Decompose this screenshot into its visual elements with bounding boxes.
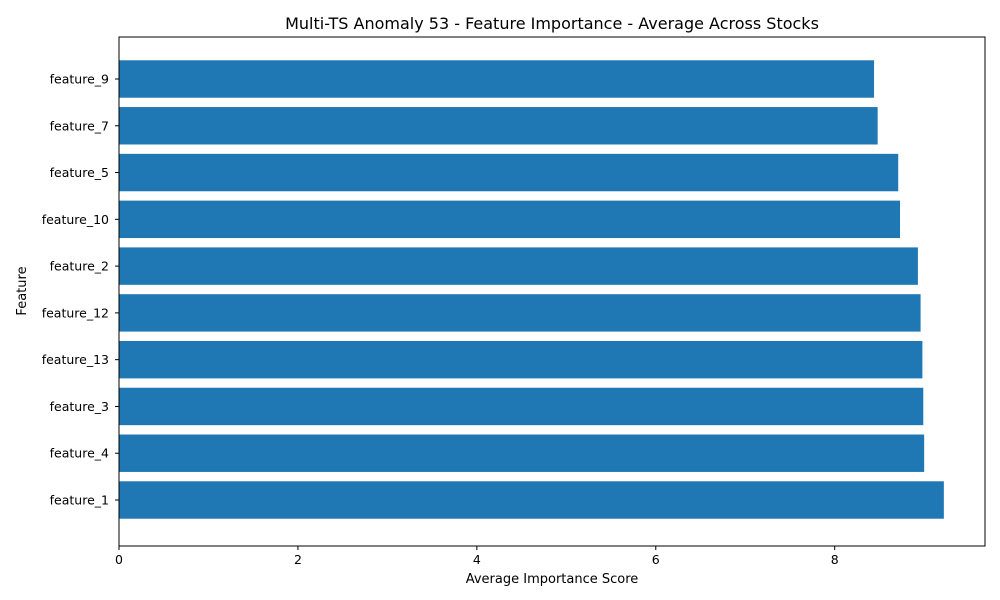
bars-layer bbox=[119, 60, 944, 519]
bar-feature_10 bbox=[119, 200, 901, 239]
x-tick-label: 0 bbox=[115, 552, 123, 567]
y-tick-label: feature_13 bbox=[42, 352, 109, 367]
plot-frame bbox=[118, 36, 986, 547]
y-tick-label: feature_10 bbox=[42, 212, 109, 227]
bar-feature_12 bbox=[119, 294, 921, 332]
bar-feature_4 bbox=[119, 434, 925, 472]
bar-feature_1 bbox=[119, 481, 944, 519]
y-tick-label: feature_4 bbox=[50, 446, 109, 461]
x-axis-ticks: 0 2 4 6 8 bbox=[115, 546, 839, 567]
bar-feature_2 bbox=[119, 247, 918, 285]
y-tick-label: feature_1 bbox=[50, 493, 109, 508]
bar-feature_3 bbox=[119, 387, 924, 426]
y-tick-label: feature_7 bbox=[50, 118, 109, 133]
x-axis-label: Average Importance Score bbox=[466, 572, 639, 587]
y-tick-label: feature_3 bbox=[50, 399, 109, 414]
x-tick-label: 4 bbox=[473, 552, 481, 567]
bar-feature_7 bbox=[119, 107, 878, 145]
x-tick-label: 6 bbox=[652, 552, 660, 567]
chart-title: Multi-TS Anomaly 53 - Feature Importance… bbox=[285, 14, 819, 33]
y-tick-label: feature_2 bbox=[50, 259, 109, 274]
bar-feature_9 bbox=[119, 60, 875, 98]
bar-feature_13 bbox=[119, 340, 923, 379]
y-axis-ticks: feature_9 feature_7 feature_5 feature_10fea… bbox=[42, 72, 119, 508]
x-tick-label: 2 bbox=[294, 552, 302, 567]
x-tick-label: 8 bbox=[831, 552, 839, 567]
y-tick-label: feature_12 bbox=[42, 305, 109, 320]
bar-feature_5 bbox=[119, 153, 899, 192]
y-tick-label: feature_5 bbox=[50, 165, 109, 180]
y-axis-label: Feature bbox=[15, 266, 30, 315]
y-tick-label: feature_9 bbox=[50, 72, 109, 87]
